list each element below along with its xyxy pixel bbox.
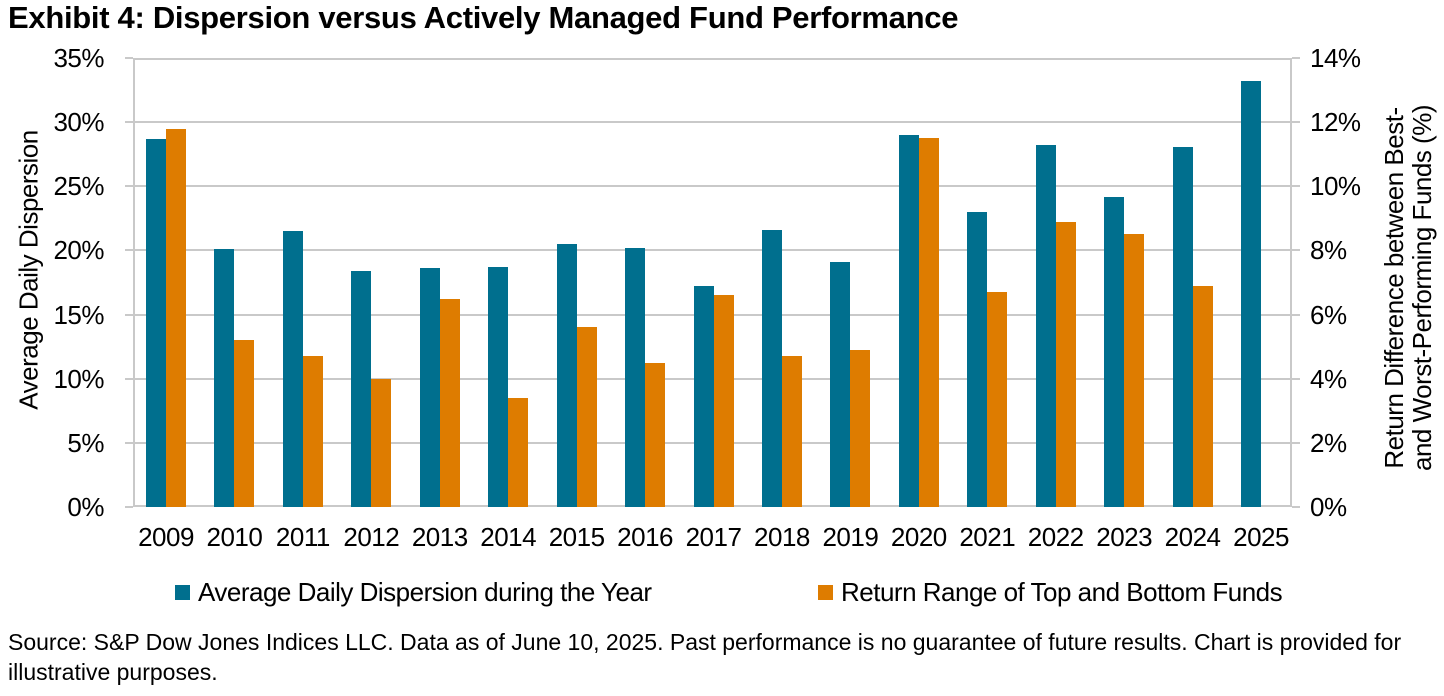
bar-dispersion-2021	[967, 211, 988, 507]
bar-dispersion-2016	[625, 247, 646, 507]
left-axis-tick-label: 10%	[53, 363, 104, 394]
left-axis-tick-label: 25%	[53, 171, 104, 202]
x-axis-label-2013: 2013	[411, 522, 468, 552]
right-axis-tick-label: 6%	[1310, 299, 1347, 330]
bar-return-range-2017	[713, 295, 734, 507]
gridline	[133, 185, 1292, 188]
right-axis-tick-label: 2%	[1310, 427, 1347, 458]
left-axis-tick-label: 0%	[67, 492, 104, 522]
x-axis-label-2010: 2010	[206, 522, 263, 552]
bar-return-range-2011	[302, 356, 323, 507]
bar-dispersion-2011	[282, 231, 303, 507]
bar-return-range-2010	[234, 340, 255, 507]
x-axis-label-2023: 2023	[1096, 522, 1153, 552]
left-axis-tick-label: 30%	[53, 107, 104, 138]
x-axis-label-2025: 2025	[1233, 522, 1289, 552]
bar-dispersion-2020	[898, 134, 919, 507]
right-axis-tick	[1292, 57, 1300, 59]
bar-dispersion-2014	[488, 267, 509, 507]
gridline	[133, 249, 1292, 252]
right-axis-tick	[1292, 249, 1300, 252]
legend-label-return-range: Return Range of Top and Bottom Funds	[841, 576, 1283, 607]
x-axis-label-2012: 2012	[343, 522, 400, 552]
bar-dispersion-2012	[351, 270, 372, 507]
right-axis-tick	[1292, 506, 1300, 508]
return-range-series-swatch-icon	[818, 584, 833, 600]
right-axis-tick-label: 4%	[1310, 363, 1347, 394]
x-axis-label-2017: 2017	[685, 522, 742, 552]
bar-return-range-2021	[987, 292, 1008, 507]
bar-return-range-2018	[781, 356, 802, 507]
bar-return-range-2023	[1124, 234, 1145, 507]
x-axis-label-2016: 2016	[617, 522, 673, 552]
bar-dispersion-2024	[1172, 146, 1193, 507]
left-axis-tick-label: 15%	[53, 299, 104, 330]
bar-return-range-2022	[1055, 221, 1076, 507]
bar-return-range-2024	[1192, 285, 1213, 507]
right-axis-title-line1: Return Difference between Best-	[1379, 107, 1409, 469]
bar-return-range-2015	[576, 327, 597, 507]
dispersion-series-swatch-icon	[175, 584, 190, 600]
right-axis-tick	[1292, 121, 1300, 124]
right-axis-tick	[1292, 441, 1300, 444]
x-axis-label-2015: 2015	[548, 522, 605, 552]
left-axis-tick-label: 35%	[53, 43, 104, 73]
gridline	[133, 121, 1292, 124]
x-axis-label-2018: 2018	[754, 522, 810, 552]
left-axis-tick-label: 5%	[67, 427, 104, 458]
right-axis-tick-label: 12%	[1310, 107, 1361, 138]
right-axis-tick	[1292, 185, 1300, 188]
right-axis-title-line2: and Worst-Performing Funds (%)	[1407, 105, 1437, 471]
bar-return-range-2016	[645, 362, 666, 507]
bar-dispersion-2015	[556, 244, 577, 507]
x-axis-label-2019: 2019	[822, 522, 879, 552]
x-axis-label-2014: 2014	[480, 522, 537, 552]
bar-dispersion-2017	[693, 286, 714, 507]
right-axis-tick-label: 8%	[1310, 235, 1347, 266]
left-axis-tick	[125, 313, 133, 316]
chart-title: Exhibit 4: Dispersion versus Actively Ma…	[8, 0, 959, 35]
x-axis-label-2020: 2020	[890, 522, 947, 552]
source-note: Source: S&P Dow Jones Indices LLC. Data …	[8, 629, 1402, 685]
left-axis-tick	[125, 377, 133, 380]
legend-label-dispersion: Average Daily Dispersion during the Year	[198, 576, 652, 607]
left-axis-tick	[125, 185, 133, 188]
bar-dispersion-2025	[1241, 81, 1262, 507]
left-axis-tick	[125, 57, 133, 59]
bar-dispersion-2010	[214, 249, 235, 507]
right-axis-tick	[1292, 377, 1300, 380]
bar-return-range-2013	[439, 298, 460, 507]
bar-dispersion-2009	[146, 138, 166, 507]
left-axis-tick	[125, 506, 133, 508]
bar-dispersion-2018	[761, 229, 782, 507]
bar-return-range-2012	[371, 378, 392, 507]
bar-return-range-2009	[166, 128, 186, 507]
x-axis-label-2024: 2024	[1164, 522, 1221, 552]
bar-dispersion-2019	[830, 261, 851, 507]
left-axis-tick	[125, 249, 133, 252]
x-axis-label-2009: 2009	[138, 522, 194, 552]
bar-dispersion-2023	[1104, 196, 1125, 507]
bar-dispersion-2013	[419, 268, 440, 507]
bar-return-range-2014	[508, 397, 529, 507]
right-axis-tick	[1292, 313, 1300, 316]
left-axis-tick	[125, 441, 133, 444]
legend-item-return-range: Return Range of Top and Bottom Funds	[818, 576, 1283, 607]
left-axis-tick-label: 20%	[53, 235, 104, 266]
legend-item-dispersion: Average Daily Dispersion during the Year	[175, 576, 652, 607]
x-axis-label-2022: 2022	[1027, 522, 1084, 552]
x-axis-label-2021: 2021	[959, 522, 1016, 552]
right-axis-tick-label: 14%	[1310, 43, 1361, 73]
bar-return-range-2020	[918, 138, 939, 507]
right-axis-tick-label: 10%	[1310, 171, 1361, 202]
left-axis-tick	[125, 121, 133, 124]
right-axis-tick-label: 0%	[1310, 492, 1347, 522]
x-axis-label-2011: 2011	[275, 522, 330, 552]
bar-dispersion-2022	[1035, 145, 1056, 507]
right-axis-title: Return Difference between Best- and Wors…	[1379, 105, 1437, 471]
bar-return-range-2019	[850, 349, 871, 507]
